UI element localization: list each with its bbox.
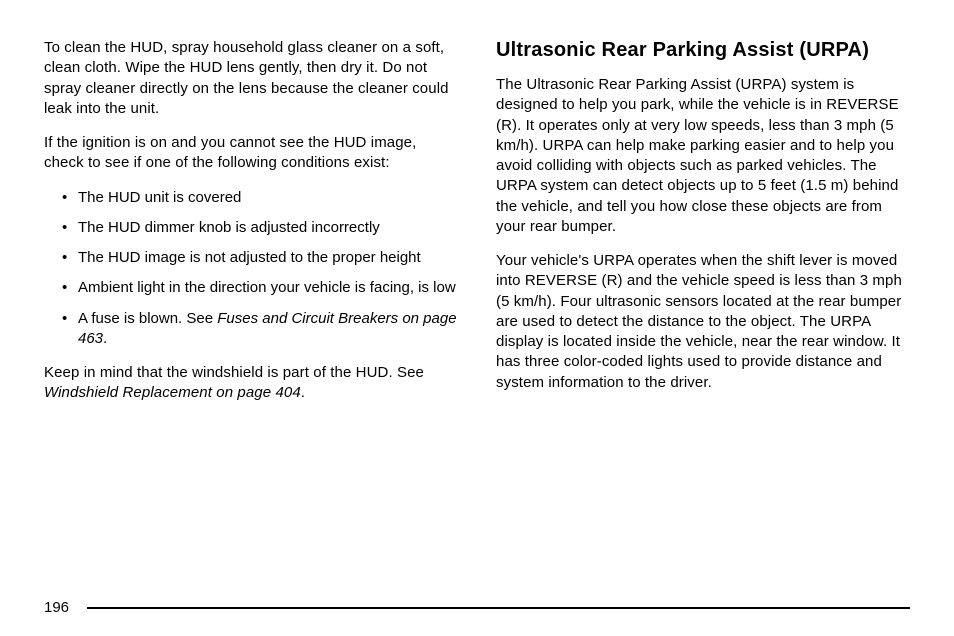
page-footer: 196 bbox=[44, 599, 910, 616]
page-number: 196 bbox=[44, 599, 69, 616]
right-paragraph-2: Your vehicle's URPA operates when the sh… bbox=[496, 251, 910, 393]
list-item: Ambient light in the direction your vehi… bbox=[44, 278, 458, 298]
left-paragraph-3: Keep in mind that the windshield is part… bbox=[44, 363, 458, 404]
list-item: The HUD dimmer knob is adjusted incorrec… bbox=[44, 218, 458, 238]
p3-post: . bbox=[301, 384, 305, 401]
list-item-text-post: . bbox=[103, 330, 107, 347]
list-item-text: A fuse is blown. See bbox=[78, 310, 217, 327]
bullet-list: The HUD unit is covered The HUD dimmer k… bbox=[44, 188, 458, 350]
column-container: To clean the HUD, spray household glass … bbox=[44, 38, 910, 591]
p3-pre: Keep in mind that the windshield is part… bbox=[44, 364, 424, 381]
list-item: A fuse is blown. See Fuses and Circuit B… bbox=[44, 309, 458, 350]
list-item: The HUD image is not adjusted to the pro… bbox=[44, 248, 458, 268]
list-item: The HUD unit is covered bbox=[44, 188, 458, 208]
right-column: Ultrasonic Rear Parking Assist (URPA) Th… bbox=[496, 38, 910, 591]
page: To clean the HUD, spray household glass … bbox=[0, 0, 954, 636]
left-paragraph-2: If the ignition is on and you cannot see… bbox=[44, 133, 458, 174]
left-paragraph-1: To clean the HUD, spray household glass … bbox=[44, 38, 458, 119]
right-paragraph-1: The Ultrasonic Rear Parking Assist (URPA… bbox=[496, 75, 910, 237]
section-heading: Ultrasonic Rear Parking Assist (URPA) bbox=[496, 38, 910, 63]
p3-italic: Windshield Replacement on page 404 bbox=[44, 384, 301, 401]
footer-rule bbox=[87, 607, 910, 609]
left-column: To clean the HUD, spray household glass … bbox=[44, 38, 458, 591]
